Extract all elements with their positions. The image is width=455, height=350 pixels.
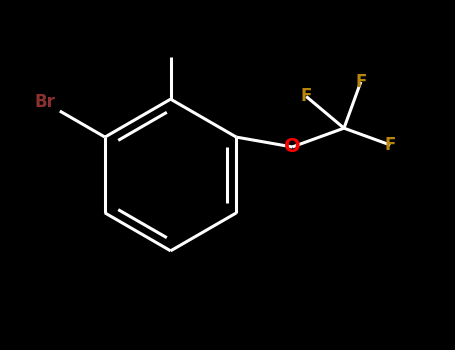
Text: F: F	[300, 88, 312, 105]
Text: Br: Br	[35, 93, 56, 112]
Text: F: F	[384, 136, 396, 154]
Text: O: O	[284, 138, 301, 156]
Text: F: F	[355, 73, 367, 91]
